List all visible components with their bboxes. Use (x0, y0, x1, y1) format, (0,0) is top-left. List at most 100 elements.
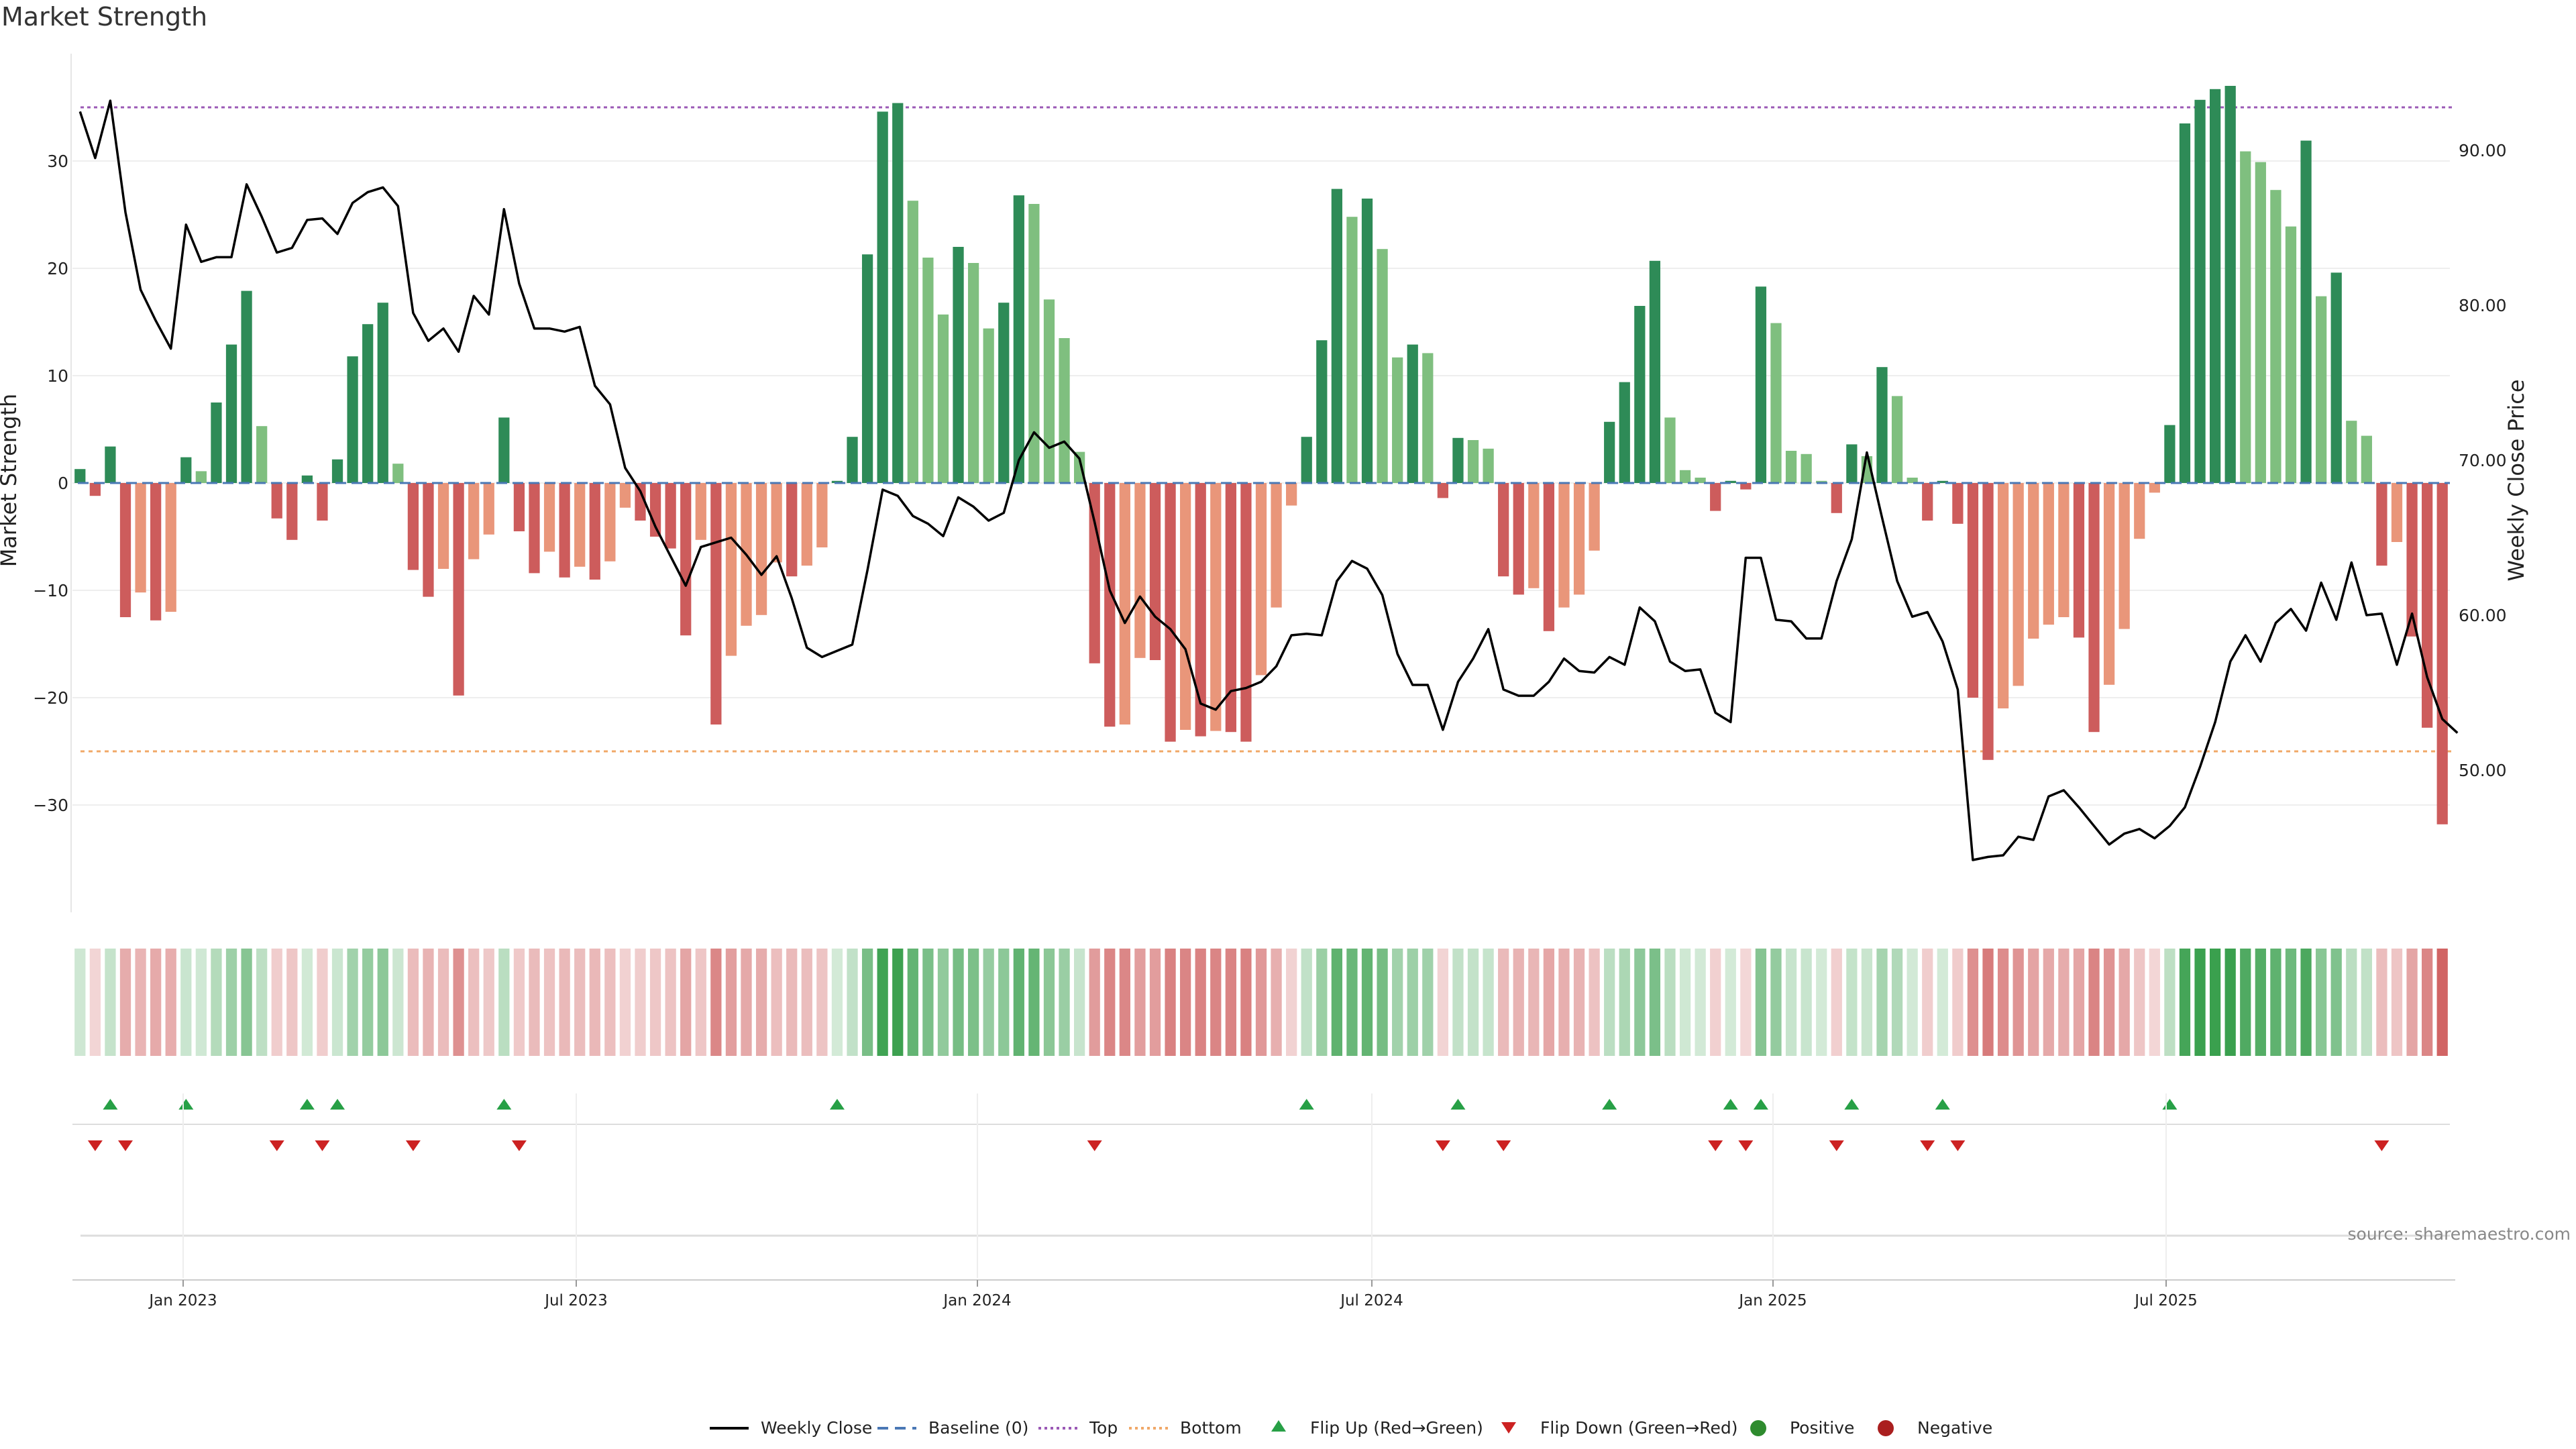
heat-cell (180, 949, 192, 1056)
heat-cell (1740, 949, 1752, 1056)
heat-cell (1028, 949, 1040, 1056)
legend-swatch (1271, 1420, 1286, 1432)
strength-bar (1377, 249, 1388, 483)
flip-up-marker (299, 1099, 315, 1110)
heat-cell (513, 949, 525, 1056)
chart-title: Market Strength (1, 2, 207, 32)
y-axis-title: Market Strength (0, 394, 21, 568)
strength-bar (1695, 478, 1706, 483)
strength-bar (861, 254, 873, 483)
heat-cell (1452, 949, 1464, 1056)
strength-bar (2240, 151, 2251, 483)
strength-bar (1967, 483, 1979, 698)
heat-cell (1195, 949, 1206, 1056)
flip-down-marker (1496, 1140, 1511, 1151)
strength-bar (2406, 483, 2418, 637)
heat-cell (317, 949, 328, 1056)
strength-bar (2058, 483, 2070, 617)
x-tick-label: Jan 2025 (1737, 1292, 1807, 1309)
heat-cell (347, 949, 358, 1056)
strength-bar (1664, 417, 1676, 483)
flip-down-marker (405, 1140, 421, 1151)
strength-bar (635, 483, 646, 521)
heat-cell (1059, 949, 1070, 1056)
heat-cell (1422, 949, 1434, 1056)
heat-cell (2240, 949, 2251, 1056)
flip-up-marker (1299, 1099, 1314, 1110)
heat-cell (1437, 949, 1449, 1056)
flip-down-marker (87, 1140, 103, 1151)
strength-bar (1997, 483, 2009, 708)
flip-down-marker (315, 1140, 330, 1151)
y-tick-label: 10 (47, 366, 68, 386)
legend-swatch (1750, 1420, 1766, 1436)
heat-cell (135, 949, 146, 1056)
strength-bar (559, 483, 570, 578)
x-axis: Jan 2023 Jul 2023 Jan 2024 Jul 2024 Jan 2025… (72, 1093, 2455, 1309)
heat-cell (1073, 949, 1085, 1056)
heat-cell (1664, 949, 1676, 1056)
flip-down-marker (1435, 1140, 1450, 1151)
heat-cell (2149, 949, 2160, 1056)
heat-cell (392, 949, 404, 1056)
strength-bar (1255, 483, 1267, 676)
heat-cell (150, 949, 162, 1056)
y2-tick-label: 60.00 (2459, 606, 2507, 625)
strength-bar (119, 483, 131, 617)
strength-bar (165, 483, 176, 612)
heat-cell (1801, 949, 1812, 1056)
strength-bar (680, 483, 692, 636)
heat-cell (2194, 949, 2206, 1056)
y-tick-label: −10 (33, 581, 68, 600)
strength-bar (1331, 189, 1342, 483)
heat-cell (1922, 949, 1933, 1056)
heat-cell (937, 949, 949, 1056)
heat-cell (635, 949, 646, 1056)
strength-bar (771, 483, 782, 563)
legend-label: Flip Down (Green→Red) (1540, 1418, 1738, 1438)
strength-bar (786, 483, 798, 577)
strength-bar (1755, 286, 1767, 483)
strength-bar (2209, 89, 2221, 484)
strength-bar (423, 483, 434, 597)
strength-bar (1649, 260, 1661, 483)
y2-axis-title: Weekly Close Price (2504, 379, 2529, 581)
strength-bar (1059, 338, 1070, 483)
strength-bar (998, 303, 1010, 483)
heat-cell (2270, 949, 2282, 1056)
flip-up-marker (330, 1099, 345, 1110)
strength-bar (2134, 483, 2145, 539)
strength-bar (2088, 483, 2100, 733)
strength-bar (1952, 483, 1964, 524)
strength-bar (301, 475, 313, 483)
heat-cell (1937, 949, 1948, 1056)
strength-bar (1407, 344, 1418, 483)
heat-cell (437, 949, 449, 1056)
strength-bar (498, 417, 510, 483)
strength-bar (2391, 483, 2403, 542)
strength-bar (195, 471, 207, 483)
legend-swatch (1878, 1420, 1894, 1436)
strength-bar (2103, 483, 2115, 685)
flip-down-marker (118, 1140, 133, 1151)
strength-bar (1119, 483, 1130, 724)
legend-swatch (1501, 1422, 1516, 1434)
heat-cell (105, 949, 116, 1056)
strength-bar (2330, 272, 2342, 483)
y2-tick-label: 70.00 (2459, 451, 2507, 470)
strength-bar (74, 469, 86, 483)
strength-bar (983, 328, 994, 483)
strength-bar (877, 111, 888, 483)
heat-cell (2134, 949, 2145, 1056)
heat-cell (195, 949, 207, 1056)
heat-cell (301, 949, 313, 1056)
y-tick-label: 20 (47, 259, 68, 278)
heat-cell (256, 949, 268, 1056)
flip-down-marker (1920, 1140, 1935, 1151)
legend-label: Flip Up (Red→Green) (1310, 1418, 1483, 1438)
heat-cell (559, 949, 570, 1056)
legend-label: Negative (1917, 1418, 1992, 1438)
strength-bar (1589, 483, 1600, 551)
heat-cell (1210, 949, 1222, 1056)
strength-bar (2376, 483, 2387, 566)
